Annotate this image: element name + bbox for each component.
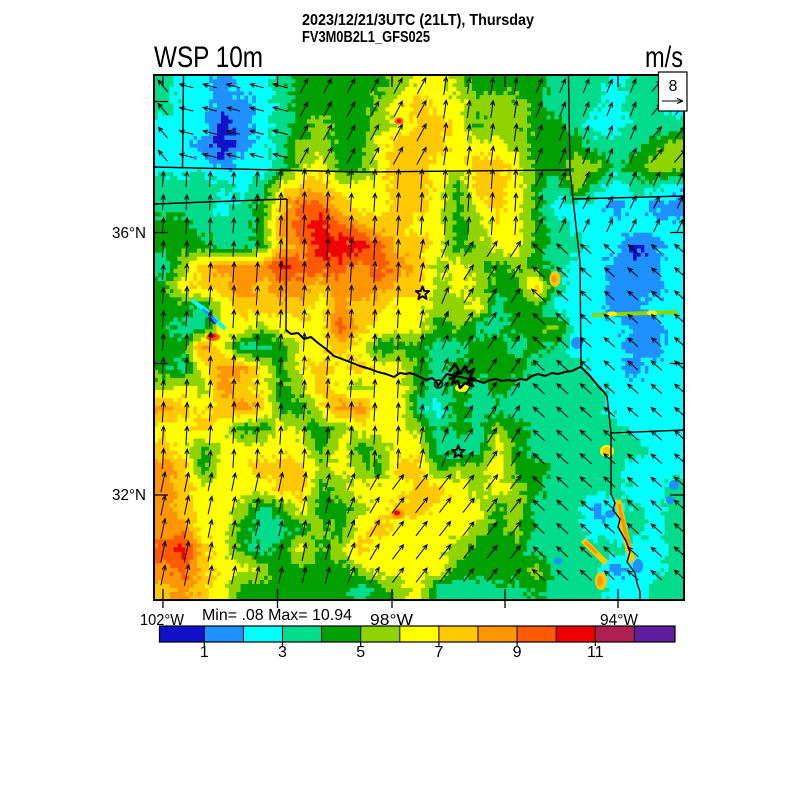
svg-text:FV3M0B2L1_GFS025: FV3M0B2L1_GFS025	[302, 29, 430, 46]
svg-text:98°W: 98°W	[370, 612, 413, 629]
svg-text:32°N: 32°N	[112, 487, 146, 504]
svg-text:102°W: 102°W	[140, 612, 184, 629]
svg-text:7: 7	[434, 644, 443, 661]
svg-text:9: 9	[513, 644, 522, 661]
svg-text:94°W: 94°W	[600, 612, 638, 629]
svg-text:2023/12/21/3UTC (21LT), Thursd: 2023/12/21/3UTC (21LT), Thursday	[302, 12, 534, 29]
svg-text:WSP 10m: WSP 10m	[154, 41, 263, 74]
svg-text:8: 8	[669, 78, 678, 95]
svg-text:11: 11	[587, 644, 604, 661]
svg-text:m/s: m/s	[645, 41, 683, 74]
svg-text:1: 1	[200, 644, 209, 661]
svg-text:3: 3	[278, 644, 287, 661]
svg-text:5: 5	[356, 644, 365, 661]
svg-text:36°N: 36°N	[112, 225, 146, 242]
svg-text:Min= .08 Max= 10.94: Min= .08 Max= 10.94	[202, 607, 352, 624]
